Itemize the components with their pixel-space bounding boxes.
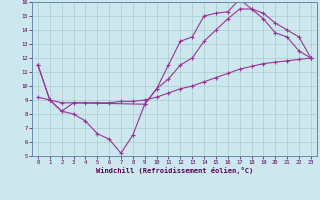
X-axis label: Windchill (Refroidissement éolien,°C): Windchill (Refroidissement éolien,°C): [96, 167, 253, 174]
